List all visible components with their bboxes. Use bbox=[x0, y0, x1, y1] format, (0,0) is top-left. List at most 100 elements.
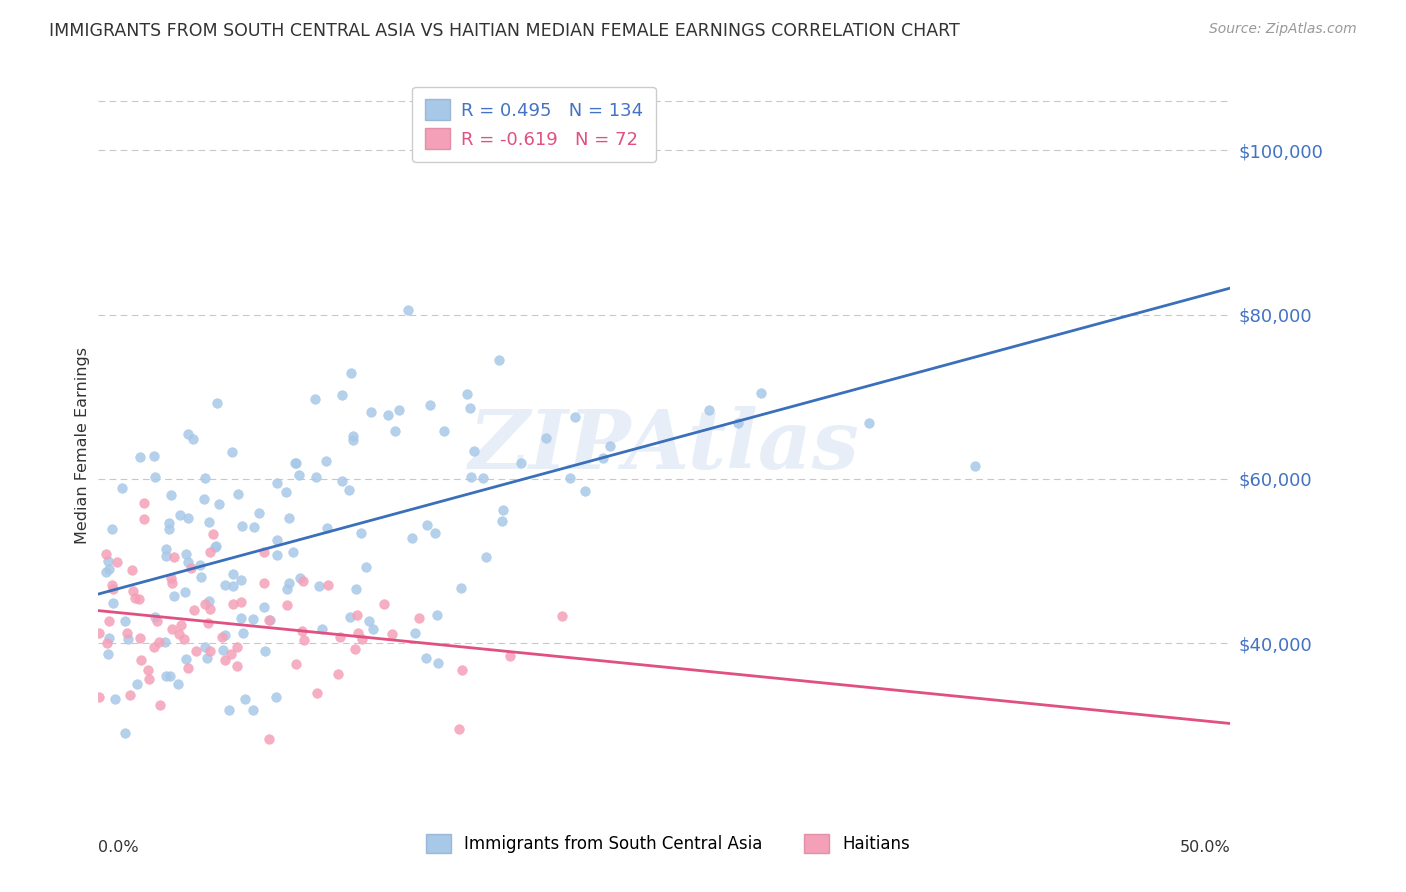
Point bbox=[574, 484, 596, 499]
Point bbox=[463, 443, 485, 458]
Point bbox=[111, 481, 134, 495]
Point bbox=[326, 667, 349, 681]
Point bbox=[204, 539, 226, 553]
Point bbox=[101, 578, 124, 592]
Point bbox=[330, 387, 353, 401]
Point bbox=[173, 632, 195, 646]
Point bbox=[329, 630, 352, 644]
Point bbox=[143, 610, 166, 624]
Point bbox=[163, 589, 186, 603]
Point bbox=[155, 668, 177, 682]
Point bbox=[305, 470, 328, 484]
Point bbox=[174, 547, 197, 561]
Point bbox=[361, 623, 384, 637]
Point bbox=[460, 401, 482, 416]
Point bbox=[101, 522, 124, 536]
Point bbox=[266, 690, 288, 704]
Point bbox=[169, 508, 191, 523]
Point bbox=[727, 416, 749, 430]
Point bbox=[138, 673, 160, 687]
Point bbox=[381, 627, 404, 641]
Point bbox=[222, 579, 245, 593]
Point bbox=[356, 560, 378, 574]
Point bbox=[340, 366, 363, 380]
Point bbox=[344, 642, 367, 657]
Point bbox=[396, 302, 419, 317]
Point bbox=[253, 575, 276, 590]
Point bbox=[87, 626, 110, 640]
Point bbox=[142, 640, 165, 654]
Point bbox=[472, 471, 495, 485]
Point bbox=[564, 410, 586, 425]
Point bbox=[283, 545, 305, 559]
Point bbox=[330, 474, 353, 488]
Point bbox=[132, 512, 155, 526]
Point bbox=[963, 458, 986, 473]
Point bbox=[118, 688, 141, 702]
Point bbox=[142, 450, 165, 464]
Point bbox=[128, 631, 150, 645]
Point bbox=[266, 475, 288, 490]
Point bbox=[231, 610, 253, 624]
Point bbox=[97, 647, 120, 661]
Point bbox=[416, 518, 439, 533]
Point bbox=[401, 532, 423, 546]
Point bbox=[304, 392, 326, 407]
Point bbox=[460, 470, 482, 484]
Point bbox=[98, 631, 121, 645]
Point bbox=[214, 653, 236, 667]
Point bbox=[266, 548, 288, 562]
Point bbox=[233, 691, 256, 706]
Point bbox=[222, 566, 245, 581]
Point bbox=[450, 581, 472, 595]
Point bbox=[166, 677, 188, 691]
Point bbox=[177, 510, 200, 524]
Point bbox=[292, 632, 315, 647]
Point bbox=[225, 640, 247, 655]
Point bbox=[346, 626, 368, 640]
Point bbox=[276, 485, 298, 500]
Point bbox=[339, 609, 361, 624]
Point bbox=[231, 518, 253, 533]
Point bbox=[155, 635, 177, 649]
Point bbox=[198, 644, 221, 658]
Y-axis label: Median Female Earnings: Median Female Earnings bbox=[75, 348, 90, 544]
Point bbox=[285, 457, 308, 471]
Point bbox=[214, 627, 236, 641]
Point bbox=[188, 558, 211, 572]
Point bbox=[226, 487, 249, 501]
Point bbox=[205, 395, 228, 409]
Point bbox=[259, 614, 281, 628]
Point bbox=[276, 598, 298, 612]
Point bbox=[257, 613, 280, 627]
Point bbox=[204, 540, 226, 554]
Point bbox=[143, 469, 166, 483]
Point bbox=[194, 640, 217, 655]
Point bbox=[160, 571, 183, 585]
Point bbox=[315, 454, 337, 468]
Point bbox=[384, 424, 406, 438]
Point bbox=[128, 591, 150, 606]
Point bbox=[170, 617, 193, 632]
Point bbox=[101, 582, 124, 596]
Point bbox=[114, 726, 136, 740]
Point bbox=[599, 439, 621, 453]
Point bbox=[749, 386, 772, 401]
Point bbox=[211, 642, 233, 657]
Point bbox=[388, 403, 411, 417]
Point bbox=[190, 570, 212, 584]
Point bbox=[146, 614, 169, 628]
Point bbox=[242, 703, 264, 717]
Point bbox=[197, 515, 219, 529]
Point bbox=[193, 471, 215, 485]
Point bbox=[315, 521, 337, 535]
Point bbox=[114, 614, 136, 628]
Point bbox=[450, 663, 472, 677]
Point bbox=[278, 576, 301, 591]
Point bbox=[373, 597, 395, 611]
Point bbox=[115, 626, 138, 640]
Point bbox=[181, 432, 204, 446]
Point bbox=[148, 635, 170, 649]
Point bbox=[96, 636, 118, 650]
Point bbox=[134, 496, 156, 510]
